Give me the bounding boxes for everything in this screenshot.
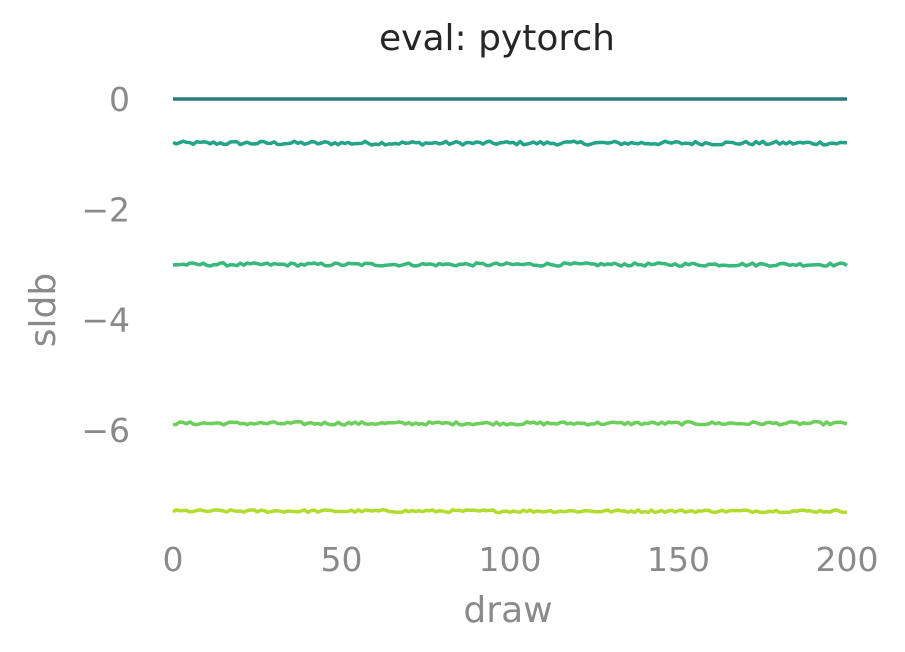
series-layer [172,97,848,515]
y-tick-label: −2 [81,190,130,229]
x-axis-ticks: 0 50 100 150 200 [163,540,879,579]
chart-title: eval: pytorch [379,18,615,59]
x-tick-label: 0 [163,540,184,579]
series-line-1 [172,139,848,147]
x-tick-label: 200 [816,540,879,579]
y-axis-label: sldb [23,273,64,347]
y-axis-ticks: 0 −2 −4 −6 [81,80,130,450]
y-tick-label: −6 [81,411,130,450]
y-tick-label: −4 [81,301,130,340]
x-tick-label: 150 [647,540,710,579]
series-line-3 [172,419,848,427]
series-line-2 [172,261,848,268]
y-tick-label: 0 [109,80,130,119]
x-axis-label: draw [463,590,552,631]
series-line-4 [172,508,848,515]
x-tick-label: 100 [479,540,542,579]
x-tick-label: 50 [321,540,363,579]
